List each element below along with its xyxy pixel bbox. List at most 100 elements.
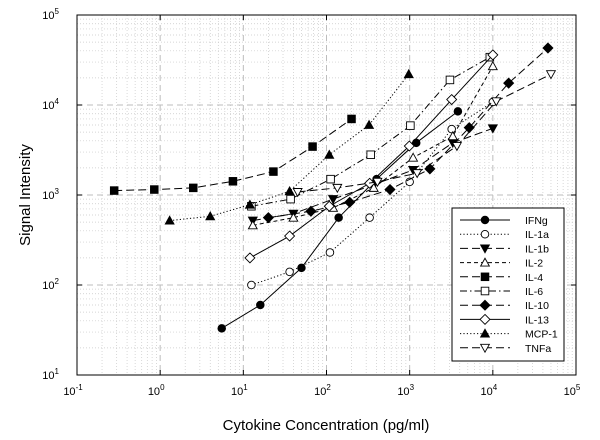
data-point-il-1a [325, 248, 335, 257]
data-point-ifng [334, 213, 343, 222]
data-point-il-4 [308, 142, 317, 151]
legend-label: IFNg [525, 215, 548, 227]
y-tick-label: 102 [42, 277, 59, 292]
legend-label: IL-10 [525, 300, 549, 312]
data-point-il-6 [366, 150, 375, 160]
series-line-tnfa [297, 73, 552, 193]
data-point-il-1a [285, 267, 294, 277]
x-tick-label: 104 [480, 383, 497, 398]
data-point-mcp-1 [244, 199, 256, 209]
series-il-4 [109, 114, 356, 195]
legend-marker [480, 272, 490, 282]
legend-label: MCP-1 [525, 329, 558, 341]
data-point-il-4 [189, 183, 198, 193]
legend-label: IL-1b [525, 243, 549, 255]
data-point-il-6 [406, 121, 415, 130]
legend-item-il-1a: IL-1a [460, 229, 549, 241]
data-point-il-2 [247, 220, 258, 230]
data-point-tnfa [545, 70, 557, 80]
data-point-il-1b [487, 124, 498, 134]
series-il-1a [247, 97, 498, 290]
legend-item-ifng: IFNg [460, 215, 548, 227]
data-point-il-1b [327, 195, 339, 205]
data-point-il-4 [269, 167, 278, 176]
data-point-il-13 [244, 252, 256, 264]
data-point-tnfa [451, 142, 463, 152]
data-point-il-4 [228, 177, 238, 186]
legend-label: IL-2 [525, 258, 543, 270]
data-point-il-4 [347, 114, 356, 124]
legend-marker [479, 299, 491, 311]
data-point-il-1a [447, 124, 456, 134]
data-point-il-4 [109, 186, 119, 195]
y-axis-title: Signal Intensity [17, 144, 34, 246]
legend-marker [480, 286, 490, 296]
data-point-mcp-1 [205, 210, 216, 221]
data-point-il-10 [542, 42, 554, 54]
legend-item-il-6: IL-6 [460, 286, 543, 298]
data-point-ifng [256, 300, 265, 310]
series-il-13 [244, 49, 499, 264]
legend-marker [479, 257, 491, 267]
data-point-il-10 [344, 196, 356, 208]
data-point-tnfa [412, 169, 423, 179]
legend-marker [480, 229, 490, 239]
legend-item-il-1b: IL-1b [460, 243, 549, 255]
data-point-il-13 [284, 230, 296, 242]
legend-item-tnfa: TNFa [460, 343, 551, 355]
legend-item-il-2: IL-2 [460, 257, 543, 270]
x-tick-label: 101 [231, 383, 248, 398]
data-point-tnfa [332, 183, 343, 194]
data-point-il-13 [487, 49, 499, 61]
axis-ticks: 10-1 100 101 102 103 104 105 101 102 103 104 105 [42, 7, 581, 398]
series-tnfa [292, 70, 557, 198]
data-point-ifng [453, 107, 463, 116]
x-tick-label: 105 [564, 383, 581, 398]
legend-marker [479, 328, 491, 338]
y-tick-label: 104 [42, 97, 59, 112]
legend-label: IL-4 [525, 272, 543, 284]
data-point-il-6 [286, 194, 295, 204]
data-point-il-1a [365, 213, 374, 222]
data-point-ifng [297, 263, 306, 273]
data-point-il-6 [326, 174, 335, 184]
series-mcp-1 [164, 68, 414, 225]
legend-label: IL-13 [525, 314, 549, 326]
legend-item-il-10: IL-10 [460, 299, 549, 312]
data-point-il-10 [262, 212, 274, 224]
legend-item-mcp-1: MCP-1 [460, 328, 558, 341]
data-point-mcp-1 [324, 149, 335, 159]
data-point-il-10 [503, 77, 515, 89]
data-point-tnfa [491, 97, 502, 107]
data-point-il-2 [487, 60, 498, 71]
data-point-mcp-1 [403, 68, 414, 79]
series-line-il-10 [268, 47, 549, 219]
data-point-il-2 [407, 152, 419, 162]
legend-label: IL-6 [525, 286, 543, 298]
data-point-il-4 [150, 185, 159, 194]
data-point-il-10 [305, 205, 317, 217]
data-point-mcp-1 [363, 119, 375, 129]
legend-marker [479, 313, 491, 325]
data-point-il-6 [445, 75, 455, 85]
x-axis-title: Cytokine Concentration (pg/ml) [223, 417, 430, 434]
data-point-mcp-1 [284, 185, 295, 196]
y-tick-label: 103 [42, 187, 59, 202]
x-tick-label: 103 [397, 383, 414, 398]
data-point-tnfa [292, 188, 303, 198]
data-point-il-2 [447, 130, 458, 141]
legend-marker [479, 343, 491, 354]
data-point-il-10 [384, 183, 396, 196]
data-point-il-13 [323, 200, 335, 212]
data-point-tnfa [372, 177, 383, 188]
legend-box [451, 207, 565, 362]
x-tick-label: 10-1 [63, 383, 83, 398]
legend-label: IL-1a [525, 229, 549, 241]
y-tick-label: 101 [42, 367, 59, 382]
data-point-ifng [217, 324, 226, 333]
legend-item-il-4: IL-4 [460, 272, 543, 284]
legend-item-il-13: IL-13 [460, 313, 549, 326]
series-layer [109, 42, 557, 333]
data-point-il-13 [403, 140, 415, 152]
data-point-mcp-1 [164, 215, 175, 225]
